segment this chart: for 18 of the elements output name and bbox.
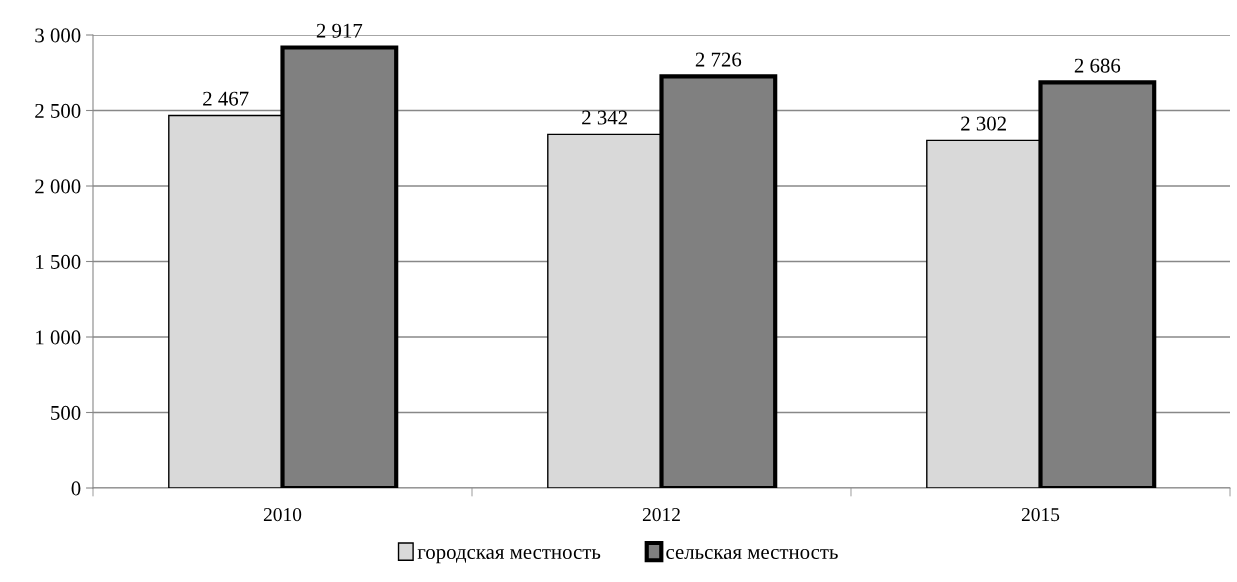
y-tick-label: 2 500	[35, 103, 81, 118]
y-tick-label: 1 500	[36, 254, 81, 269]
y-tick-label: 0	[71, 481, 81, 496]
x-tick-label: 2010	[263, 508, 302, 522]
data-label: 2 917	[316, 23, 363, 38]
x-tick-label: 2015	[1021, 508, 1060, 522]
data-label: 2 686	[1074, 58, 1121, 73]
y-tick-label: 2 000	[35, 179, 81, 194]
legend-label: городская местность	[417, 549, 601, 564]
y-tick-label: 3 000	[35, 28, 81, 43]
data-label: 2 302	[961, 116, 1006, 131]
data-label: 2 726	[695, 52, 742, 67]
y-tick-label: 1 000	[36, 330, 81, 345]
data-label: 2 342	[582, 110, 627, 125]
x-tick-label: 2012	[642, 508, 680, 522]
data-label: 2 467	[203, 91, 249, 106]
y-tick-label: 500	[51, 405, 81, 420]
legend-label: сельская местность	[666, 549, 838, 560]
